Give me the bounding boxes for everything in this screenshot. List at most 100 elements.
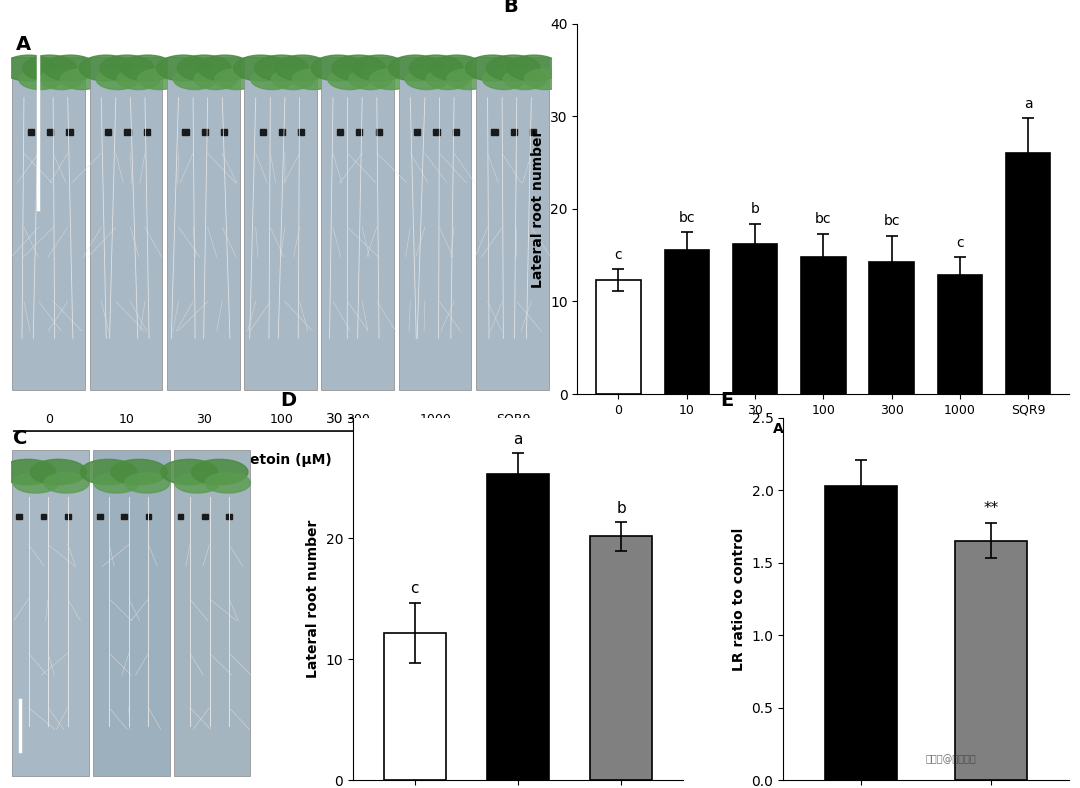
Bar [146, 514, 151, 519]
Bar [48, 129, 53, 135]
FancyBboxPatch shape [167, 57, 240, 390]
Circle shape [191, 459, 248, 485]
Bar [956, 541, 1027, 780]
Text: a: a [1024, 97, 1032, 110]
Bar [337, 129, 343, 135]
FancyBboxPatch shape [399, 57, 471, 390]
Text: a: a [513, 432, 523, 447]
Circle shape [80, 459, 137, 485]
Circle shape [352, 55, 406, 81]
FancyBboxPatch shape [174, 450, 251, 776]
Text: 10: 10 [119, 413, 135, 426]
Circle shape [293, 69, 336, 90]
Bar [16, 514, 22, 519]
Text: bc: bc [883, 214, 900, 229]
Circle shape [198, 55, 252, 81]
Text: 100: 100 [269, 413, 293, 426]
Circle shape [157, 55, 211, 81]
Circle shape [271, 69, 314, 90]
Circle shape [405, 69, 448, 90]
Circle shape [388, 55, 443, 81]
Text: 30: 30 [197, 413, 212, 426]
Bar [97, 514, 103, 519]
Bar [259, 129, 266, 135]
Bar [487, 474, 549, 780]
Bar [590, 536, 652, 780]
Circle shape [524, 69, 567, 90]
Bar [356, 129, 363, 135]
Text: b: b [617, 500, 626, 515]
Text: 1000: 1000 [420, 413, 451, 426]
Circle shape [233, 55, 287, 81]
Circle shape [121, 55, 175, 81]
Bar [733, 244, 778, 394]
Circle shape [194, 69, 238, 90]
Bar [28, 129, 33, 135]
Circle shape [161, 459, 217, 485]
Bar [414, 129, 420, 135]
Bar [664, 251, 708, 394]
Circle shape [30, 459, 86, 485]
Bar [121, 514, 127, 519]
Bar [144, 129, 150, 135]
Circle shape [19, 69, 63, 90]
Circle shape [507, 55, 562, 81]
Circle shape [94, 473, 139, 493]
Circle shape [175, 473, 219, 493]
Text: D: D [281, 392, 297, 411]
Text: bc: bc [678, 210, 696, 225]
Text: Acetoin (μM): Acetoin (μM) [231, 453, 332, 467]
FancyBboxPatch shape [322, 57, 394, 390]
Circle shape [503, 69, 546, 90]
Circle shape [177, 55, 231, 81]
Text: 0: 0 [45, 413, 53, 426]
Circle shape [251, 69, 294, 90]
Bar [596, 280, 640, 394]
Y-axis label: LR ratio to control: LR ratio to control [732, 527, 746, 671]
Text: C: C [13, 429, 28, 448]
Text: c: c [956, 236, 963, 250]
Circle shape [124, 473, 170, 493]
Bar [178, 514, 184, 519]
Circle shape [426, 69, 470, 90]
Text: 300: 300 [347, 413, 370, 426]
Circle shape [40, 69, 83, 90]
Circle shape [332, 55, 386, 81]
Circle shape [205, 473, 251, 493]
Bar [105, 129, 111, 135]
FancyBboxPatch shape [90, 57, 162, 390]
Bar [298, 129, 305, 135]
Circle shape [465, 55, 519, 81]
FancyBboxPatch shape [93, 450, 170, 776]
Text: bc: bc [815, 213, 832, 226]
Circle shape [79, 55, 133, 81]
Bar [453, 129, 459, 135]
Bar [202, 514, 207, 519]
Text: B: B [503, 0, 518, 17]
Bar [433, 129, 440, 135]
Text: **: ** [984, 501, 999, 516]
Circle shape [328, 69, 372, 90]
Circle shape [44, 473, 89, 493]
Circle shape [311, 55, 365, 81]
Text: b: b [751, 203, 759, 216]
Bar [221, 129, 227, 135]
Bar [65, 514, 70, 519]
FancyBboxPatch shape [244, 57, 316, 390]
Bar [383, 633, 446, 780]
Circle shape [43, 55, 97, 81]
Circle shape [13, 473, 58, 493]
Text: A: A [16, 35, 31, 54]
Bar [279, 129, 285, 135]
Circle shape [111, 459, 167, 485]
Bar [869, 262, 914, 394]
Circle shape [100, 55, 154, 81]
Circle shape [215, 69, 258, 90]
Bar [937, 276, 982, 394]
Circle shape [430, 55, 484, 81]
Bar [801, 257, 846, 394]
Circle shape [96, 69, 139, 90]
Circle shape [0, 459, 56, 485]
Circle shape [23, 55, 77, 81]
Bar [530, 129, 537, 135]
